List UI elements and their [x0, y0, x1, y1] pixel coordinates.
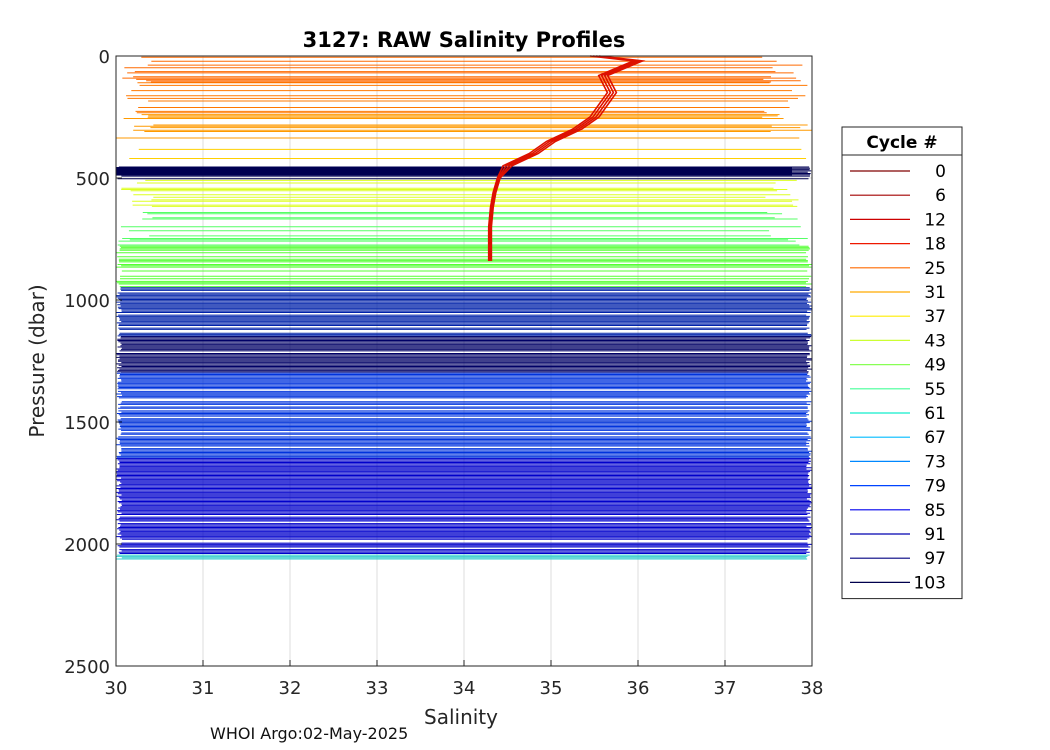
- profile-curve-line: [489, 55, 643, 261]
- profile-band: [116, 336, 812, 374]
- x-axis: 30 31 32 33 34 35 36 37 38: [105, 660, 824, 699]
- y-tick-label: 2000: [64, 535, 110, 556]
- profile-curve-line: [488, 55, 640, 261]
- legend-label: 49: [924, 356, 946, 376]
- legend-box: [841, 126, 963, 600]
- legend-label: 43: [924, 331, 946, 351]
- legend-label: 91: [924, 525, 946, 545]
- y-tick-label: 0: [99, 47, 110, 68]
- legend-label: 0: [935, 162, 946, 182]
- profile-lines: [116, 56, 812, 560]
- profile-curve-line: [490, 55, 646, 261]
- legend-label: 67: [924, 428, 946, 448]
- legend-title: Cycle #: [866, 133, 937, 153]
- y-axis-label: Pressure (dbar): [25, 284, 49, 437]
- profile-band: [126, 82, 808, 114]
- x-tick-label: 32: [279, 678, 302, 699]
- y-tick-label: 500: [76, 169, 110, 190]
- legend-label: 79: [924, 477, 946, 497]
- legend-label: 37: [924, 307, 946, 327]
- x-tick-label: 33: [366, 678, 389, 699]
- legend-label: 103: [914, 573, 946, 593]
- chart-title: 3127: RAW Salinity Profiles: [303, 28, 626, 52]
- profile-band: [116, 287, 812, 337]
- legend-label: 97: [924, 549, 946, 569]
- profile-band: [116, 458, 812, 554]
- profile-band: [116, 372, 812, 459]
- y-tick-label: 1000: [64, 291, 110, 312]
- legend-label: 6: [935, 186, 946, 206]
- legend-label: 18: [924, 235, 946, 255]
- legend-label: 55: [924, 380, 946, 400]
- legend-label: 12: [924, 210, 946, 230]
- legend-label: 31: [924, 283, 946, 303]
- profile-band: [116, 554, 810, 560]
- y-tick-label: 2500: [64, 657, 110, 678]
- x-tick-label: 35: [540, 678, 563, 699]
- profile-band: [117, 212, 808, 246]
- profile-band: [116, 114, 812, 139]
- y-axis: 0 500 1000 1500 2000 2500: [64, 47, 122, 678]
- footer-credit: WHOI Argo:02-May-2025: [210, 724, 409, 743]
- y-tick-label: 1500: [64, 413, 110, 434]
- profile-curve-line: [487, 55, 637, 261]
- legend-label: 61: [924, 404, 946, 424]
- x-tick-label: 34: [453, 678, 476, 699]
- profile-band: [116, 245, 812, 288]
- x-tick-label: 36: [627, 678, 650, 699]
- x-tick-label: 31: [192, 678, 215, 699]
- dark-profile-band: [116, 167, 792, 176]
- profile-band: [129, 148, 807, 159]
- salinity-profile-curve: [487, 55, 646, 261]
- legend-label: 85: [924, 501, 946, 521]
- x-tick-label: 37: [714, 678, 737, 699]
- x-tick-label: 30: [105, 678, 128, 699]
- profile-band: [121, 179, 799, 207]
- legend-label: 25: [924, 259, 946, 279]
- x-axis-label: Salinity: [424, 705, 498, 729]
- x-tick-label: 38: [801, 678, 824, 699]
- legend: Cycle # 0 6 12 18 25 31 37 43 49 55 61 67 73 79 85 91 97 1…: [841, 126, 963, 600]
- legend-label: 73: [924, 452, 946, 472]
- profile-band: [122, 56, 803, 83]
